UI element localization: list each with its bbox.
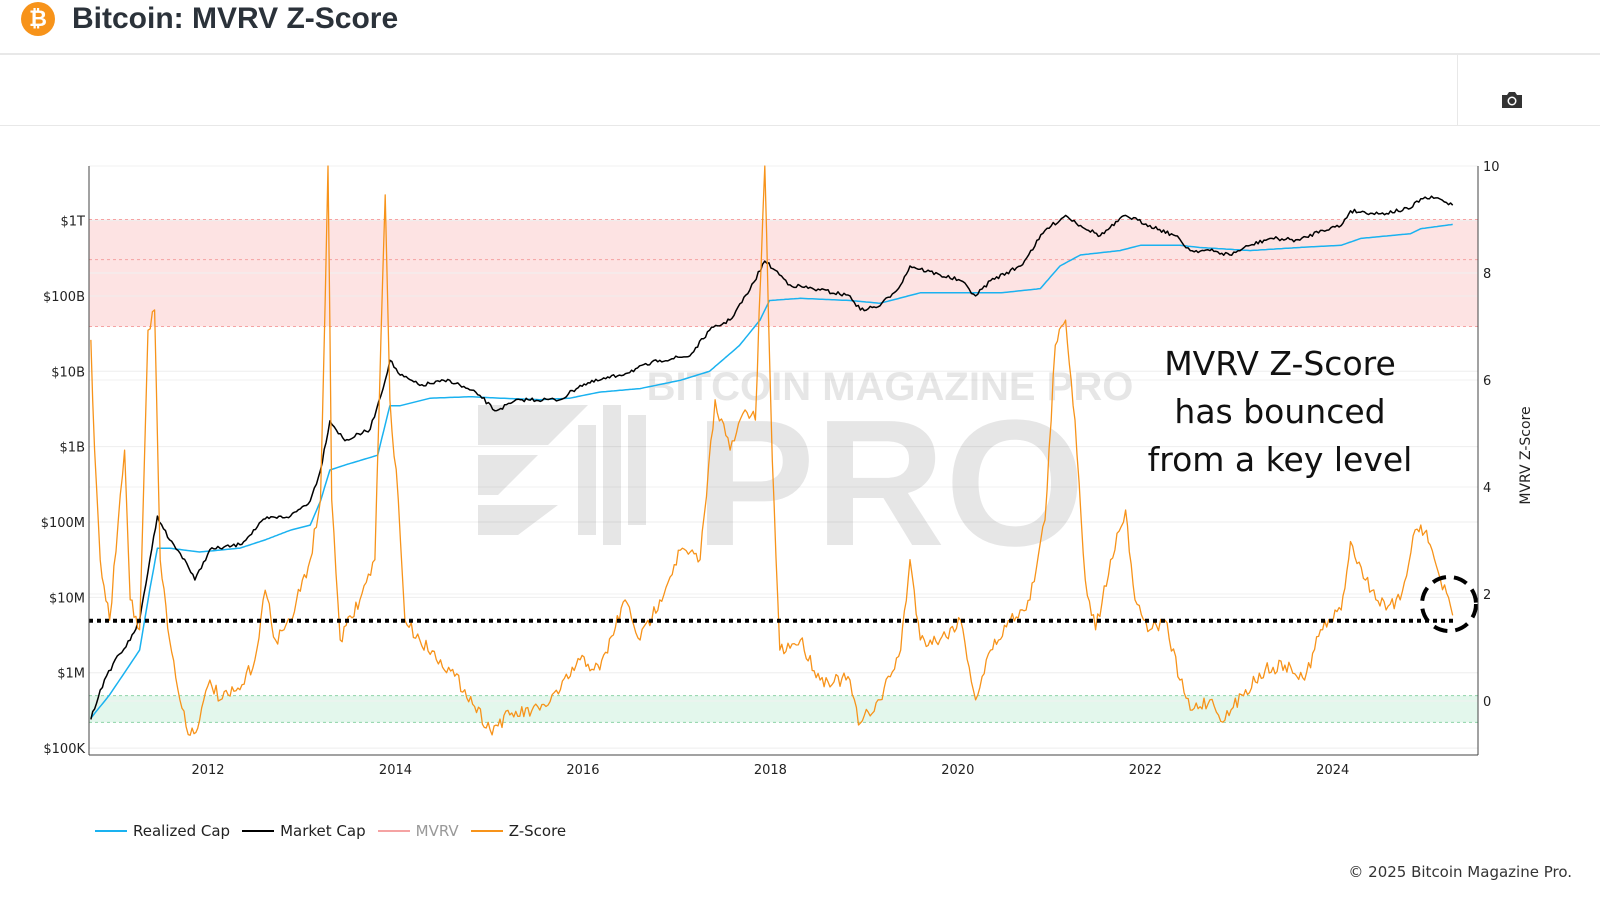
realized-cap-line (90, 223, 1453, 719)
y-right-tick-label: 6 (1483, 374, 1491, 389)
x-tick-label: 2016 (566, 763, 599, 778)
legend-z-score[interactable]: Z-Score (470, 822, 567, 840)
y-right-tick-label: 4 (1483, 481, 1491, 496)
legend-label: Realized Cap (133, 822, 231, 840)
y-left-tick-label: $10M (49, 591, 85, 606)
y-right-tick-label: 10 (1483, 160, 1500, 175)
x-tick-label: 2012 (191, 763, 224, 778)
annotation: MVRV Z-Score has bounced from a key leve… (1120, 340, 1440, 484)
y-left-tick-label: $1T (61, 215, 86, 230)
highlight-circle (1420, 575, 1478, 633)
y-right-tick-label: 2 (1483, 588, 1491, 603)
toolbar-divider (1457, 55, 1458, 125)
legend-swatch (242, 830, 275, 832)
legend-label: Z-Score (508, 822, 567, 840)
legend-swatch (377, 830, 410, 832)
x-tick-label: 2018 (754, 763, 787, 778)
legend-market-cap[interactable]: Market Cap (242, 822, 366, 840)
watermark-logo: BITCOIN MAGAZINE PRO PRO (478, 365, 1133, 584)
legend-swatch (470, 830, 503, 832)
y-left-tick-label: $10B (51, 365, 85, 380)
green-zone-band (89, 695, 1478, 723)
header: ₿ Bitcoin: MVRV Z-Score (0, 0, 1600, 55)
page-title: Bitcoin: MVRV Z-Score (72, 2, 399, 35)
y-left-tick-label: $100B (43, 290, 85, 305)
y-left-tick-label: $1B (60, 441, 85, 456)
bitcoin-icon: ₿ (21, 2, 55, 36)
legend-label: MVRV (415, 822, 459, 840)
legend-label: Market Cap (280, 822, 366, 840)
legend-realized-cap[interactable]: Realized Cap (95, 822, 230, 840)
y-right-tick-label: 8 (1483, 267, 1491, 282)
copyright: © 2025 Bitcoin Magazine Pro. (1348, 863, 1572, 881)
legend-swatch (95, 830, 127, 832)
watermark-pro: PRO (695, 383, 1085, 584)
x-tick-label: 2024 (1316, 763, 1349, 778)
annotation-line: from a key level (1147, 440, 1413, 479)
annotation-line: MVRV Z-Score (1164, 344, 1396, 383)
y-left-tick-label: $1M (57, 667, 85, 682)
legend-mvrv[interactable]: MVRV (377, 822, 459, 840)
y-left-tick-label: $100M (41, 516, 85, 531)
x-tick-label: 2014 (379, 763, 412, 778)
annotation-line: has bounced (1174, 392, 1386, 431)
y-right-tick-label: 0 (1483, 695, 1491, 710)
x-tick-label: 2022 (1129, 763, 1162, 778)
camera-icon[interactable] (1500, 90, 1524, 110)
toolbar (0, 55, 1600, 126)
y-right-axis-label: MVRV Z-Score (1518, 406, 1534, 504)
legend: Realized Cap Market Cap MVRV Z-Score (95, 822, 566, 840)
z-score-line (90, 165, 1454, 736)
market-cap-line (90, 195, 1454, 720)
y-left-tick-label: $100K (43, 742, 85, 757)
x-tick-label: 2020 (941, 763, 974, 778)
